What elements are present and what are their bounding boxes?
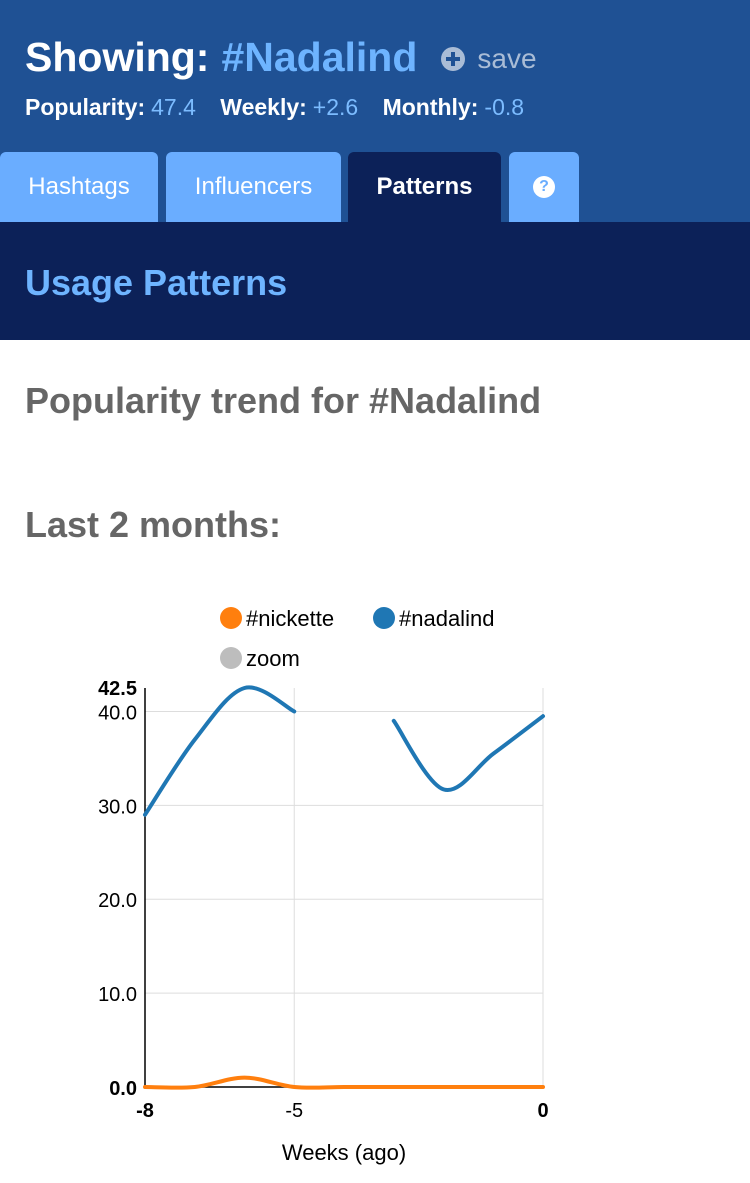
x-tick-label-0: -8 (136, 1100, 154, 1122)
plus-circle-icon (441, 47, 466, 71)
legend-swatch-1 (373, 607, 395, 629)
save-button[interactable]: save (441, 43, 537, 75)
legend-label-0: #nickette (246, 606, 334, 631)
monthly-value: -0.8 (484, 94, 525, 120)
monthly-label: Monthly: (382, 94, 479, 120)
hashtag-title: #Nadalind (221, 34, 418, 80)
range-heading: Last 2 months: (25, 504, 282, 545)
section-title: Usage Patterns (25, 262, 288, 303)
section-header: Usage Patterns (0, 222, 750, 340)
y-tick-label-3: 30.0 (98, 796, 137, 818)
stats-row: Popularity: 47.4 Weekly: +2.6 Monthly: -0.8 (25, 94, 542, 121)
weekly-value: +2.6 (312, 94, 359, 120)
popularity-trend-heading: Popularity trend for #Nadalind (25, 380, 542, 421)
popularity-value: 47.4 (151, 94, 196, 120)
popularity-chart: #nickette #nadalind zoom 0.0 10.0 20.0 30.0 40.… (98, 606, 549, 1165)
showing-label: Showing: (25, 34, 210, 80)
tab-patterns-label: Patterns (376, 173, 473, 200)
weekly-label: Weekly: (220, 94, 307, 120)
x-axis-label: Weeks (ago) (282, 1140, 406, 1165)
header-bar: Showing: #Nadalind save Popularity: 47.4 … (0, 0, 750, 222)
legend-swatch-2 (220, 647, 242, 669)
series-line-nadalind-0 (143, 685, 297, 817)
x-tick-label-2: 0 (537, 1100, 548, 1122)
tab-influencers[interactable]: Influencers (166, 152, 341, 222)
series-line-nickette-0 (143, 1075, 545, 1090)
series-line-nadalind-1 (391, 714, 545, 793)
y-tick-label-1: 10.0 (98, 984, 137, 1006)
tab-hashtags[interactable]: Hashtags (0, 152, 158, 222)
y-tick-label-2: 20.0 (98, 890, 137, 912)
y-tick-label-0: 0.0 (109, 1078, 137, 1100)
legend-swatch-0 (220, 607, 242, 629)
tab-hashtags-label: Hashtags (28, 173, 130, 200)
y-tick-label-5: 42.5 (98, 678, 137, 700)
popularity-label: Popularity: (25, 94, 146, 120)
x-tick-label-1: -5 (285, 1100, 303, 1122)
tab-help[interactable]: ? (509, 152, 579, 222)
title-row: Showing: #Nadalind save (25, 34, 537, 81)
legend-label-2: zoom (246, 646, 300, 671)
legend-label-1: #nadalind (399, 606, 494, 631)
tab-influencers-label: Influencers (194, 173, 313, 200)
tab-patterns[interactable]: Patterns (348, 152, 501, 222)
y-tick-label-4: 40.0 (98, 702, 137, 724)
help-icon: ? (533, 176, 555, 198)
save-label: save (477, 43, 537, 74)
